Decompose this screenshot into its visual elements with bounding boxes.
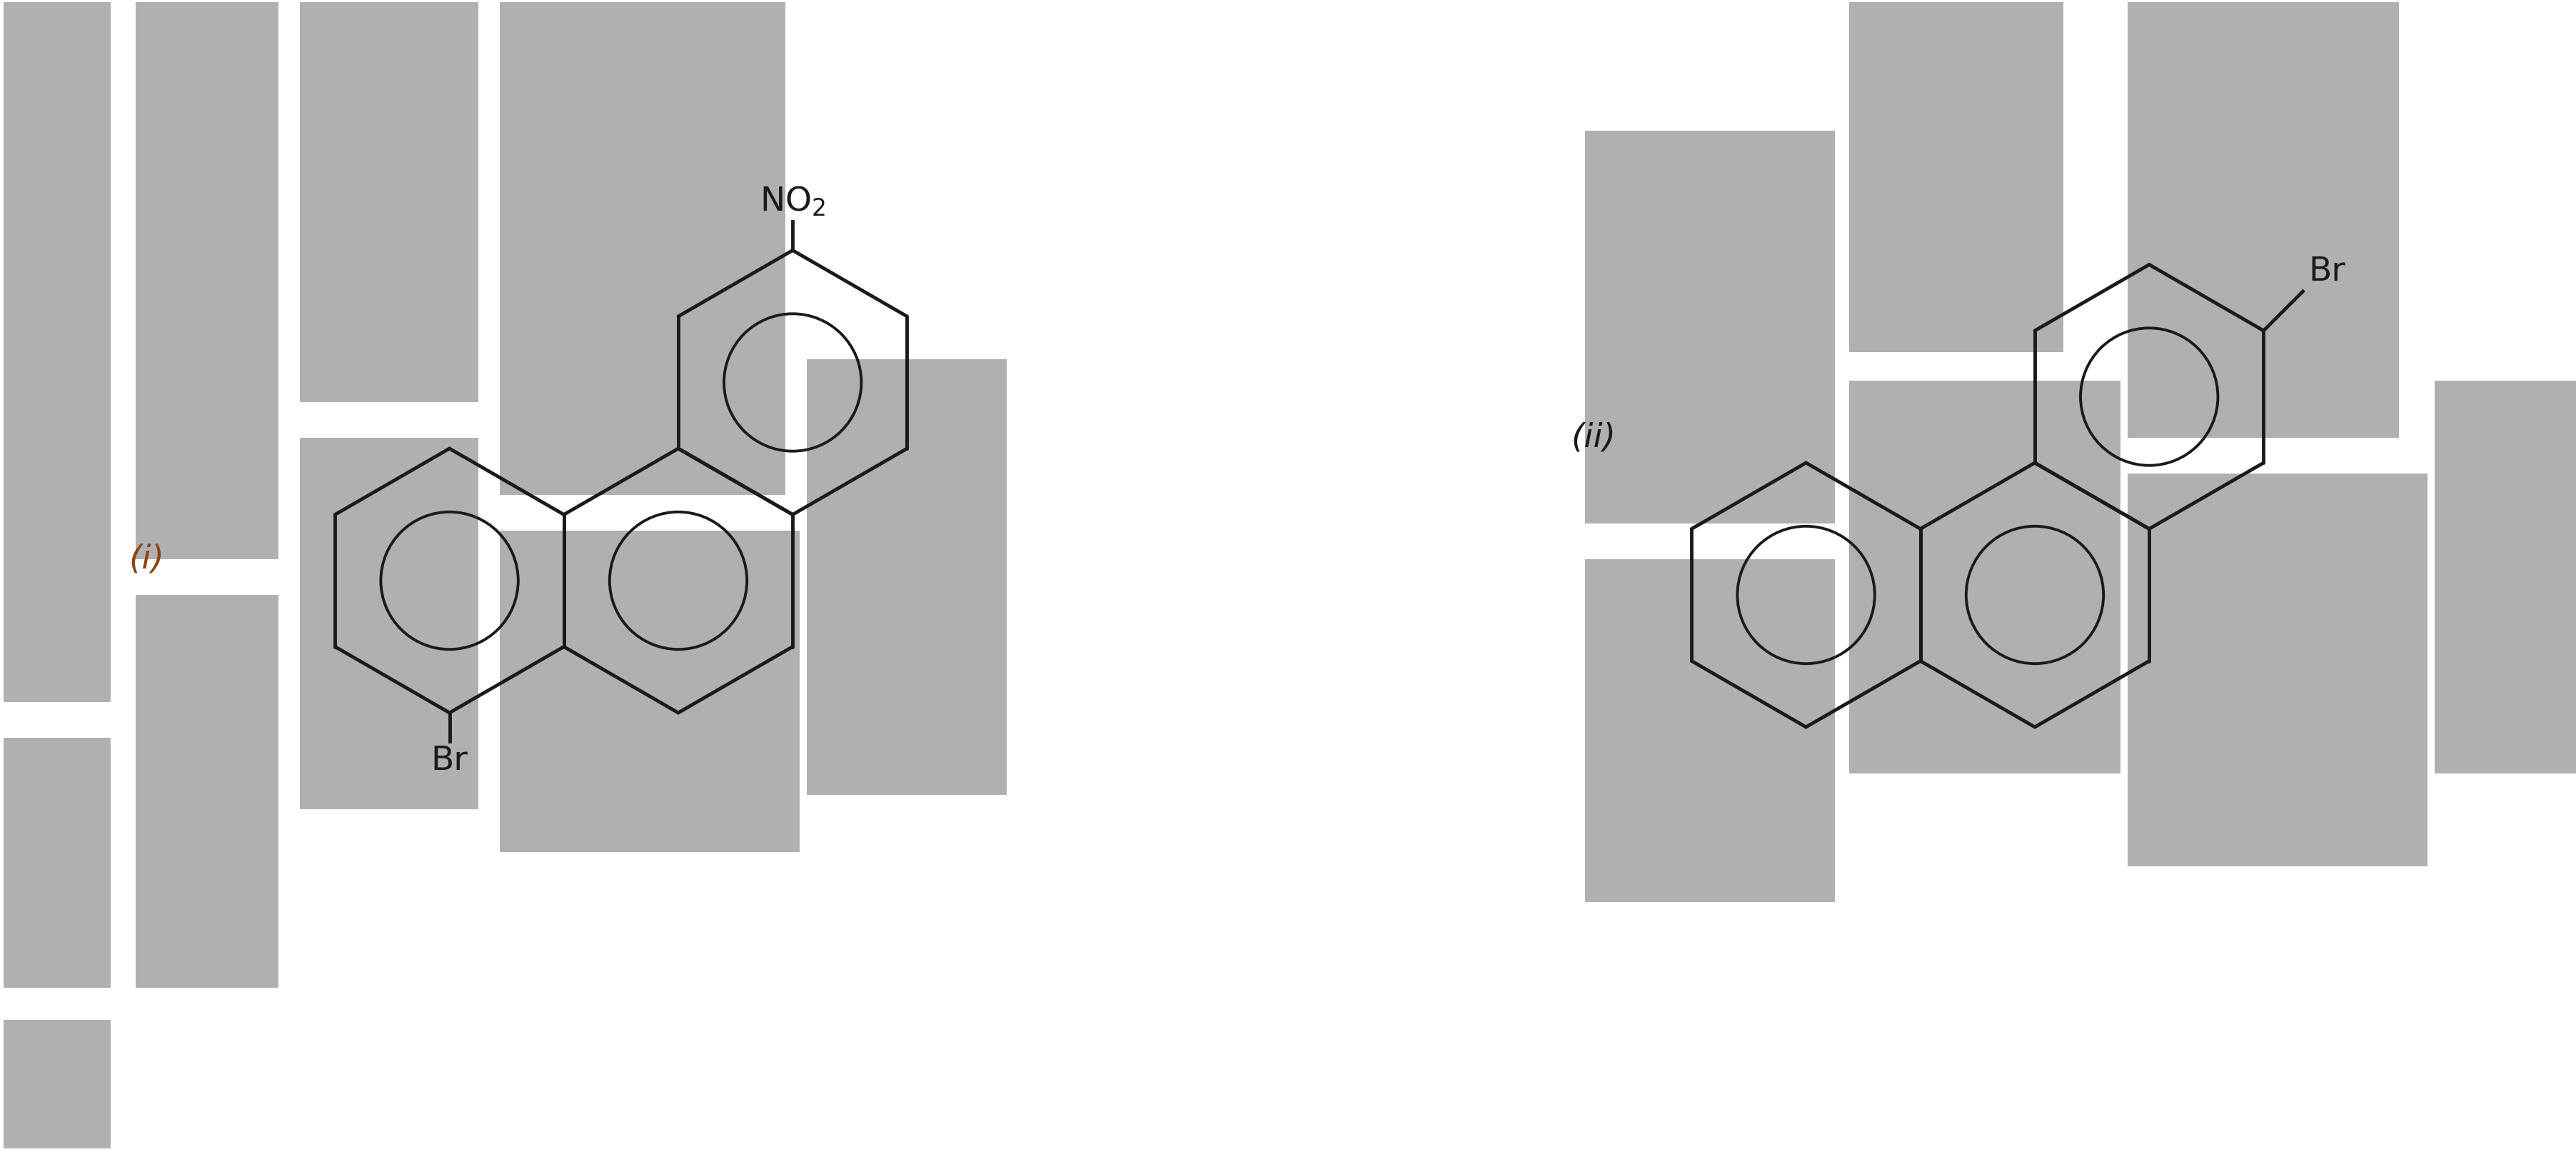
Text: NO$_2$: NO$_2$ [760, 185, 827, 218]
Bar [299, 438, 479, 809]
Bar [500, 2, 786, 495]
Bar [137, 2, 278, 559]
Bar [3, 1020, 111, 1149]
Bar [3, 2, 111, 702]
Bar [137, 594, 278, 987]
Text: (i): (i) [129, 543, 165, 575]
Bar [806, 359, 1007, 795]
Bar [299, 2, 479, 402]
Text: Br: Br [430, 745, 469, 778]
Text: (ii): (ii) [1571, 422, 1615, 454]
Bar [1850, 2, 2063, 353]
Bar [3, 737, 111, 987]
Bar [1584, 130, 1834, 523]
Text: Br: Br [2308, 256, 2347, 288]
Bar [1850, 380, 2120, 773]
Bar [1584, 559, 1834, 902]
Bar [2128, 2, 2398, 438]
Bar [2128, 473, 2427, 866]
Bar [2434, 380, 2576, 773]
Bar [500, 531, 799, 852]
